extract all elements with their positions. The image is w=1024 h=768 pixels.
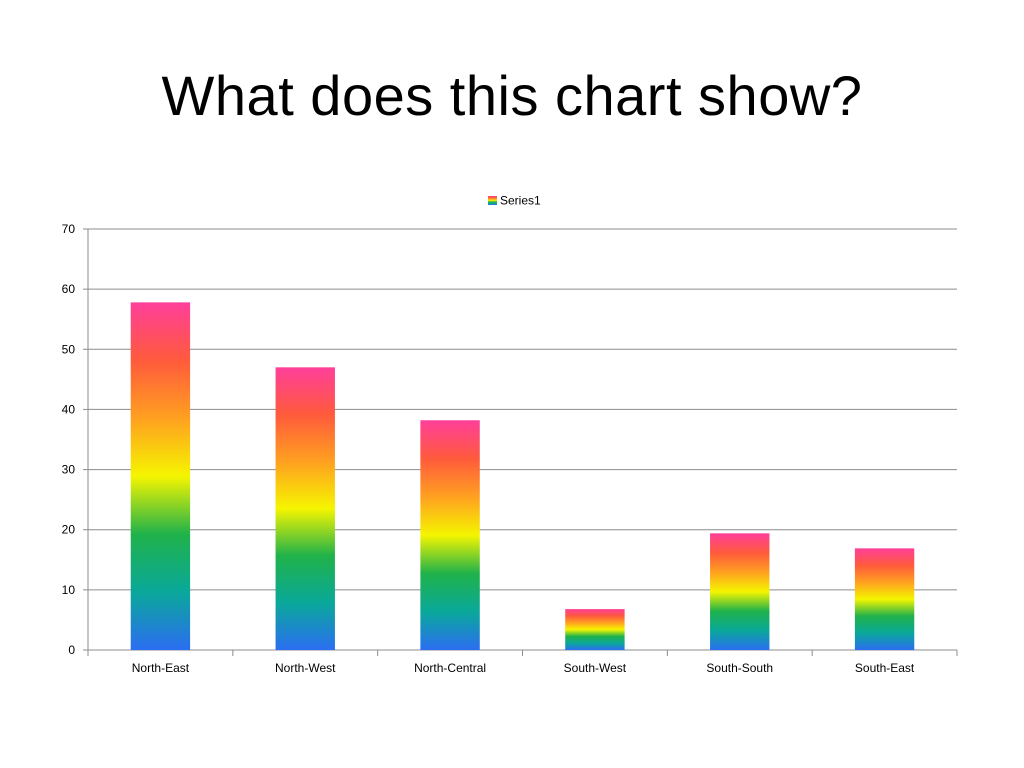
legend-label: Series1 xyxy=(500,194,541,208)
bars xyxy=(130,302,915,650)
x-tick-label: North-East xyxy=(132,661,190,675)
x-tick-label: South-South xyxy=(706,661,773,675)
legend: Series1 xyxy=(488,194,541,208)
y-tick-label: 0 xyxy=(68,643,75,657)
bar-south-west xyxy=(565,609,625,650)
x-tick-label: South-West xyxy=(564,661,627,675)
bar-north-central xyxy=(420,420,480,650)
y-tick-label: 20 xyxy=(62,523,76,537)
tick-labels: 0 10 20 30 40 50 60 70 North-East North-West North… xyxy=(62,222,915,675)
x-tick-label: South-East xyxy=(855,661,915,675)
y-tick-label: 60 xyxy=(62,282,76,296)
y-tick-label: 50 xyxy=(62,342,76,356)
bar-south-south xyxy=(710,533,770,650)
y-tick-label: 70 xyxy=(62,222,76,236)
y-tick-label: 10 xyxy=(62,583,76,597)
gridlines xyxy=(88,228,957,591)
slide-title: What does this chart show? xyxy=(161,64,863,127)
legend-swatch xyxy=(488,196,497,205)
x-tick-label: North-West xyxy=(275,661,336,675)
x-tick-label: North-Central xyxy=(414,661,486,675)
axes xyxy=(83,228,958,656)
bar-south-east xyxy=(854,548,915,650)
bar-north-east xyxy=(130,302,191,650)
bar-north-west xyxy=(275,367,335,650)
y-tick-label: 40 xyxy=(62,402,76,416)
y-tick-label: 30 xyxy=(62,463,76,477)
